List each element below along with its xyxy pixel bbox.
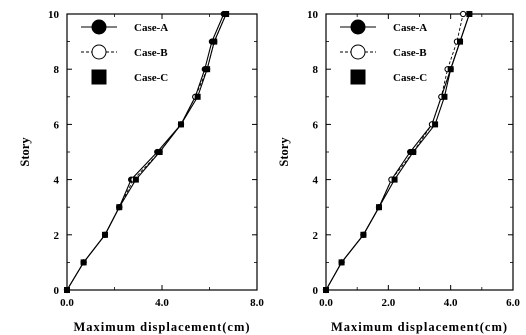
data-point-case-c — [64, 287, 70, 293]
data-point-case-c — [204, 66, 211, 73]
y-tick-label: 10 — [48, 9, 60, 21]
data-point-case-c — [116, 204, 123, 211]
y-axis-label: Story — [277, 137, 291, 167]
y-tick-label: 10 — [307, 9, 319, 21]
y-tick-label: 6 — [313, 119, 319, 131]
data-point-case-c — [432, 121, 439, 128]
legend-marker-case-b — [91, 44, 107, 60]
legend-marker-case-c — [350, 69, 366, 85]
data-point-case-c — [211, 38, 218, 45]
y-tick-label: 4 — [54, 175, 60, 187]
legend-label-case-c: Case-C — [393, 72, 427, 84]
data-point-case-c — [360, 231, 367, 238]
data-point-case-c — [178, 121, 184, 128]
data-point-case-c — [410, 149, 417, 155]
data-point-case-c — [441, 93, 448, 100]
x-tick-label: 2.0 — [381, 297, 395, 309]
y-tick-label: 8 — [313, 64, 319, 76]
y-tick-label: 8 — [54, 64, 60, 76]
legend-marker-case-a — [350, 19, 366, 35]
data-point-case-c — [447, 66, 454, 73]
data-point-case-c — [338, 259, 345, 266]
y-tick-label: 4 — [313, 175, 319, 187]
x-tick-label: 4.0 — [444, 297, 458, 309]
x-axis-label: Maximum displacement(cm) — [331, 320, 508, 334]
data-point-case-c — [466, 11, 473, 17]
data-point-case-c — [194, 93, 201, 100]
x-tick-label: 8.0 — [250, 297, 264, 309]
legend-label-case-b: Case-B — [134, 47, 168, 59]
x-tick-label: 0.0 — [60, 297, 74, 309]
x-axis-label: Maximum displacement(cm) — [73, 320, 250, 334]
chart-panel-2: 0 2 4 6 8 10 0.0 2.0 4.0 6.0 Maximum displacement(… — [277, 9, 520, 334]
data-point-case-b — [460, 10, 467, 18]
x-tick-label: 6.0 — [506, 297, 520, 309]
y-axis-label: Story — [18, 137, 32, 167]
legend-label-case-b: Case-B — [393, 47, 427, 59]
data-point-case-c — [223, 11, 230, 17]
y-tick-label: 2 — [54, 230, 60, 242]
data-point-case-c — [102, 231, 108, 238]
y-tick-label: 0 — [313, 285, 319, 297]
legend-marker-case-a — [91, 19, 107, 35]
x-tick-label: 4.0 — [155, 297, 169, 309]
y-tick-label: 6 — [54, 119, 60, 131]
data-point-case-c — [375, 204, 382, 211]
legend-marker-case-b — [350, 44, 366, 60]
y-tick-label: 0 — [54, 285, 60, 297]
data-point-case-c — [132, 176, 139, 183]
legend-marker-case-c — [91, 69, 107, 85]
data-point-case-c — [156, 149, 163, 155]
data-point-case-c — [80, 259, 87, 266]
legend-label-case-c: Case-C — [134, 72, 168, 84]
legend-label-case-a: Case-A — [393, 22, 427, 34]
y-tick-label: 2 — [313, 230, 319, 242]
data-point-case-c — [391, 176, 398, 183]
x-tick-label: 0.0 — [319, 297, 333, 309]
data-point-case-c — [457, 38, 464, 45]
legend-label-case-a: Case-A — [134, 22, 168, 34]
data-point-case-c — [323, 287, 329, 293]
